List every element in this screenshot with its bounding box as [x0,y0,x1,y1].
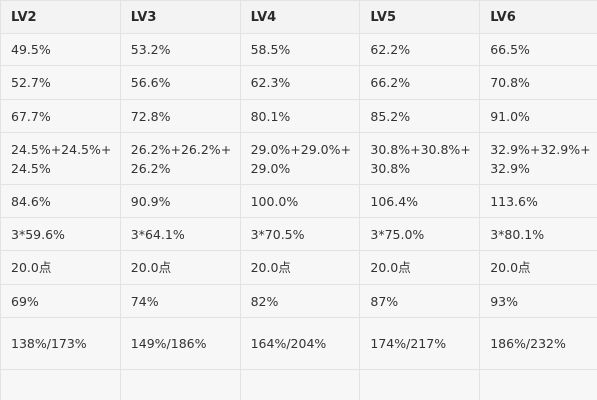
table-cell [119,369,241,400]
table-cell [479,369,597,400]
table-cell: 3*59.6% [0,217,121,251]
table-cell: 32.9%+32.9%+32.9% [479,132,597,185]
table-cell: 20.0点 [0,250,121,285]
table-cell: 62.2% [359,33,481,66]
table-cell: 87% [359,284,481,318]
header-lv4: LV4 [239,0,361,34]
table-row: 69% 74% 82% 87% 93% [0,284,597,318]
table-cell: 93% [479,284,597,318]
table-cell: 30.8%+30.8%+30.8% [359,132,481,185]
table-cell [0,369,121,400]
table-cell: 80.1% [239,99,361,133]
table-cell: 91.0% [479,99,597,133]
table-cell: 70.8% [479,65,597,100]
table-row: 20.0点 20.0点 20.0点 20.0点 20.0点 [0,250,597,285]
table-cell: 62.3% [239,65,361,100]
table-cell: 74% [119,284,241,318]
table-cell: 20.0点 [359,250,481,285]
table-cell: 29.0%+29.0%+29.0% [239,132,361,185]
table-cell [239,369,361,400]
table-cell: 20.0点 [479,250,597,285]
table-cell: 3*75.0% [359,217,481,251]
table-cell: 3*80.1% [479,217,597,251]
table-cell: 66.2% [359,65,481,100]
table-cell: 49.5% [0,33,121,66]
table-cell: 26.2%+26.2%+26.2% [119,132,241,185]
table-cell: 138%/173% [0,317,121,370]
table-cell: 20.0点 [119,250,241,285]
table-cell: 58.5% [239,33,361,66]
table-cell: 69% [0,284,121,318]
table-row: 52.7% 56.6% 62.3% 66.2% 70.8% [0,65,597,100]
table-cell: 67.7% [0,99,121,133]
table-cell: 24.5%+24.5%+24.5% [0,132,121,185]
table-cell: 56.6% [119,65,241,100]
table-cell: 53.2% [119,33,241,66]
table-cell: 164%/204% [239,317,361,370]
table-cell: 113.6% [479,184,597,218]
header-lv6: LV6 [479,0,597,34]
table-cell: 3*64.1% [119,217,241,251]
table-row: 49.5% 53.2% 58.5% 62.2% 66.5% [0,33,597,66]
table-cell: 66.5% [479,33,597,66]
header-lv3: LV3 [119,0,241,34]
table-cell: 84.6% [0,184,121,218]
header-row: LV2 LV3 LV4 LV5 LV6 [0,0,597,34]
header-lv2: LV2 [0,0,121,34]
table-cell: 174%/217% [359,317,481,370]
header-lv5: LV5 [359,0,481,34]
table-cell: 106.4% [359,184,481,218]
table-cell: 20.0点 [239,250,361,285]
table-cell: 3*70.5% [239,217,361,251]
table-cell: 52.7% [0,65,121,100]
table-row: 3*59.6% 3*64.1% 3*70.5% 3*75.0% 3*80.1% [0,217,597,251]
table-cell: 82% [239,284,361,318]
table-cell: 90.9% [119,184,241,218]
table-cell: 186%/232% [479,317,597,370]
table-cell: 100.0% [239,184,361,218]
table-row: 24.5%+24.5%+24.5% 26.2%+26.2%+26.2% 29.0… [0,132,597,185]
table-cell: 149%/186% [119,317,241,370]
table-row: 84.6% 90.9% 100.0% 106.4% 113.6% [0,184,597,218]
table-row: 138%/173% 149%/186% 164%/204% 174%/217% … [0,317,597,370]
table-cell: 72.8% [119,99,241,133]
table-cell: 85.2% [359,99,481,133]
table-cell [359,369,481,400]
table-row [0,369,597,400]
table-row: 67.7% 72.8% 80.1% 85.2% 91.0% [0,99,597,133]
